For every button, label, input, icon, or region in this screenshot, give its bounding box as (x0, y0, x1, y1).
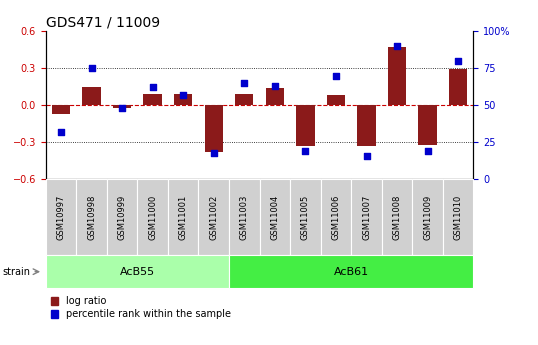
Bar (327, 95, 345, 105)
Text: GSM10999: GSM10999 (118, 195, 126, 240)
Text: GSM11007: GSM11007 (362, 195, 371, 240)
Point (87, 66, 96, 71)
Bar (266, 88, 284, 105)
Text: strain: strain (3, 267, 31, 277)
FancyBboxPatch shape (351, 179, 382, 255)
Bar (296, 105, 315, 146)
Bar (204, 105, 223, 152)
Point (240, 80, 249, 86)
Legend: log ratio, percentile rank within the sample: log ratio, percentile rank within the sa… (51, 296, 231, 319)
FancyBboxPatch shape (412, 179, 443, 255)
FancyBboxPatch shape (321, 179, 351, 255)
Bar (82, 87, 101, 105)
Text: GSM11010: GSM11010 (454, 195, 463, 240)
Text: GSM11006: GSM11006 (331, 195, 341, 240)
Point (362, 153, 371, 158)
Bar (113, 105, 131, 108)
Bar (419, 105, 437, 145)
Text: GSM11004: GSM11004 (271, 195, 279, 240)
Point (271, 83, 279, 89)
Text: GSM11000: GSM11000 (148, 195, 157, 240)
FancyBboxPatch shape (443, 179, 473, 255)
FancyBboxPatch shape (290, 179, 321, 255)
FancyBboxPatch shape (76, 179, 107, 255)
Text: AcB55: AcB55 (120, 267, 155, 277)
Text: GSM11003: GSM11003 (240, 195, 249, 240)
FancyBboxPatch shape (46, 179, 76, 255)
Point (393, 43, 401, 49)
Point (118, 106, 126, 111)
Text: GSM11009: GSM11009 (423, 195, 432, 240)
Text: GSM10998: GSM10998 (87, 195, 96, 240)
FancyBboxPatch shape (107, 179, 137, 255)
FancyBboxPatch shape (46, 255, 229, 288)
Point (148, 85, 157, 90)
Text: GDS471 / 11009: GDS471 / 11009 (46, 16, 160, 30)
Bar (388, 47, 406, 105)
Point (56, 129, 65, 135)
Point (301, 148, 310, 154)
Text: GSM11005: GSM11005 (301, 195, 310, 240)
Point (423, 148, 432, 154)
Text: GSM11002: GSM11002 (209, 195, 218, 240)
Bar (174, 94, 193, 105)
FancyBboxPatch shape (382, 179, 412, 255)
Point (179, 92, 188, 98)
Bar (144, 94, 162, 105)
FancyBboxPatch shape (168, 179, 199, 255)
Bar (449, 69, 468, 105)
Bar (52, 105, 70, 114)
FancyBboxPatch shape (260, 179, 290, 255)
Text: GSM11008: GSM11008 (393, 195, 401, 240)
Bar (235, 94, 253, 105)
Point (331, 73, 340, 78)
Point (454, 58, 463, 63)
FancyBboxPatch shape (137, 179, 168, 255)
Text: AcB61: AcB61 (334, 267, 369, 277)
Bar (357, 105, 376, 146)
Text: GSM11001: GSM11001 (179, 195, 188, 240)
FancyBboxPatch shape (199, 179, 229, 255)
FancyBboxPatch shape (229, 179, 260, 255)
Point (209, 150, 218, 156)
FancyBboxPatch shape (229, 255, 473, 288)
Text: GSM10997: GSM10997 (56, 195, 66, 240)
